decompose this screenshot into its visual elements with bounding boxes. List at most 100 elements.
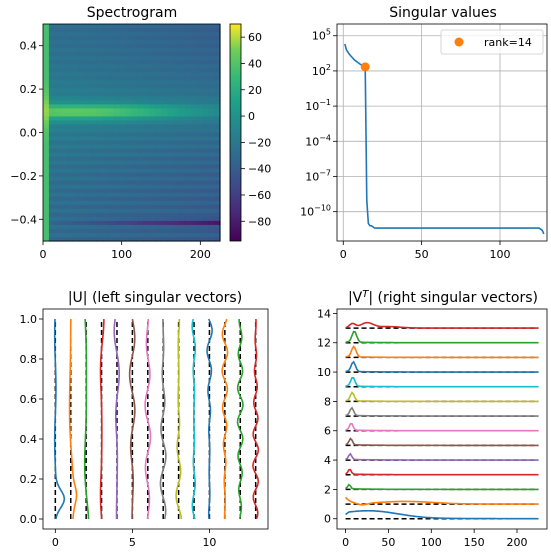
spectrogram-cell (43, 120, 50, 126)
spectrogram-cell (66, 116, 74, 122)
spectrogram-cell (166, 176, 174, 182)
spectrogram-cell (102, 152, 109, 158)
right-vectors-y-tick-label: 0 (324, 513, 331, 526)
spectrogram-cell (214, 140, 221, 146)
spectrogram-cell (48, 148, 56, 154)
spectrogram-cell (178, 216, 186, 222)
spectrogram-cell (214, 204, 221, 210)
spectrogram-cell (208, 104, 215, 109)
spectrogram-cell (208, 216, 215, 222)
spectrogram-cell (131, 212, 138, 218)
spectrogram-cell (43, 160, 50, 166)
spectrogram-cell (113, 152, 121, 158)
spectrogram-cell (178, 72, 186, 77)
spectrogram-cell (196, 104, 203, 109)
spectrogram-cell (161, 60, 168, 65)
spectrogram-cell (78, 104, 85, 109)
spectrogram-cell (90, 200, 97, 206)
spectrogram-cell (48, 48, 56, 53)
spectrogram-cell (119, 144, 127, 150)
spectrogram-cell (96, 88, 103, 93)
spectrogram-cell (172, 236, 180, 242)
spectrogram-cell (190, 40, 197, 45)
spectrogram-cell (113, 224, 121, 230)
spectrogram-cell (102, 204, 109, 210)
spectrogram-cell (96, 188, 103, 194)
spectrogram-cell (214, 192, 221, 198)
spectrogram-cell (166, 104, 174, 109)
spectrogram-cell (178, 228, 186, 234)
spectrogram-cell (102, 80, 109, 85)
spectrogram-cell (161, 72, 168, 77)
spectrogram-cell (208, 152, 215, 158)
spectrogram-cell (72, 136, 79, 142)
spectrogram-cell (131, 44, 138, 49)
spectrogram-cell (178, 176, 186, 182)
spectrogram-cell (202, 236, 209, 242)
spectrogram-cell (60, 48, 68, 53)
spectrogram-cell (119, 140, 127, 146)
spectrogram-cell (78, 24, 85, 29)
spectrogram-cell (166, 220, 174, 226)
spectrogram-cell (54, 228, 62, 234)
singular-values-panel: Singular values 0 50 10010510210−110−410−7… (300, 5, 548, 261)
spectrogram-cell (190, 120, 197, 126)
spectrogram-cell (48, 200, 56, 206)
spectrogram-cell (190, 136, 197, 142)
spectrogram-y-tick-label: 0.4 (20, 40, 38, 53)
spectrogram-cell (208, 68, 215, 73)
spectrogram-cell (43, 140, 50, 146)
spectrogram-cell (60, 44, 68, 49)
spectrogram-cell (161, 180, 168, 186)
spectrogram-cell (137, 52, 144, 57)
spectrogram-cell (72, 48, 79, 53)
spectrogram-cell (72, 132, 79, 138)
spectrogram-cell (208, 80, 215, 85)
spectrogram-cell (214, 216, 221, 222)
spectrogram-cell (202, 68, 209, 73)
spectrogram-cell (190, 32, 197, 37)
spectrogram-cell (149, 132, 156, 138)
spectrogram-cell (137, 160, 144, 166)
spectrogram-cell (66, 232, 74, 238)
spectrogram-cell (125, 220, 133, 226)
spectrogram-cell (125, 208, 133, 214)
spectrogram-cell (113, 108, 121, 114)
spectrogram-cell (43, 184, 50, 190)
spectrogram-cell (43, 156, 50, 162)
spectrogram-cell (60, 156, 68, 162)
spectrogram-cell (137, 216, 144, 222)
spectrogram-cell (78, 156, 85, 162)
spectrogram-cell (72, 52, 79, 57)
spectrogram-cell (137, 140, 144, 146)
spectrogram-cell (190, 24, 197, 29)
spectrogram-cell (113, 176, 121, 182)
spectrogram-cell (102, 132, 109, 138)
spectrogram-cell (178, 80, 186, 85)
left-vectors-frame (42, 308, 269, 530)
spectrogram-cell (137, 68, 144, 73)
spectrogram-cell (196, 68, 203, 73)
spectrogram-cell (149, 172, 156, 178)
spectrogram-cell (66, 28, 74, 33)
spectrogram-cell (119, 36, 127, 41)
spectrogram-cell (72, 100, 79, 105)
spectrogram-cell (166, 168, 174, 174)
spectrogram-cell (66, 208, 74, 214)
spectrogram-cell (184, 100, 192, 105)
spectrogram-cell (125, 212, 133, 218)
spectrogram-cell (208, 24, 215, 29)
spectrogram-cell (143, 140, 150, 146)
spectrogram-cell (90, 180, 97, 186)
spectrogram-cell (43, 188, 50, 194)
spectrogram-cell (96, 40, 103, 45)
spectrogram-cell (172, 44, 180, 49)
spectrogram-cell (60, 108, 68, 114)
spectrogram-cell (119, 212, 127, 218)
spectrogram-cell (72, 172, 79, 178)
spectrogram-cell (137, 128, 144, 134)
spectrogram-cell (178, 132, 186, 138)
spectrogram-cell (72, 80, 79, 85)
spectrogram-cell (131, 164, 138, 170)
spectrogram-cell (113, 88, 121, 93)
